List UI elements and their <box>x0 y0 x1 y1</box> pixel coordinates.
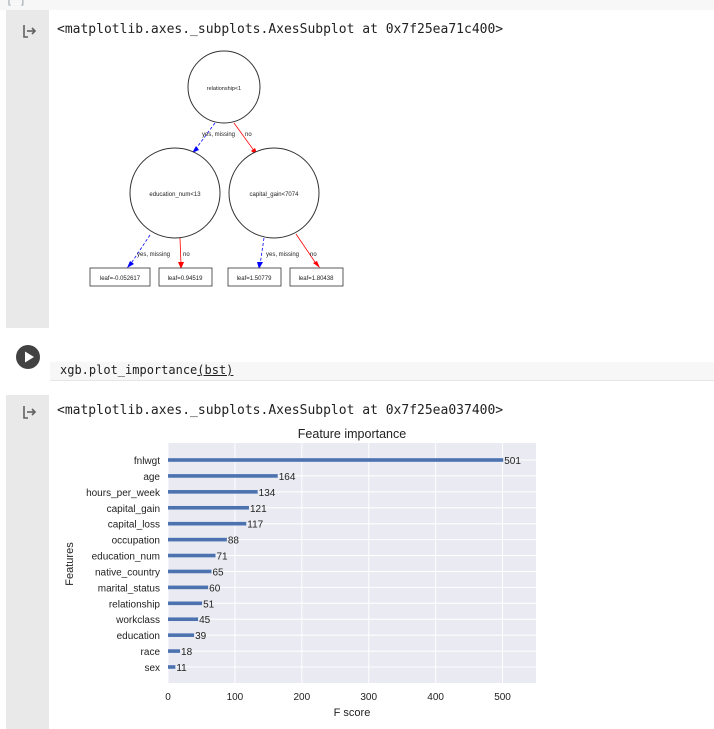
bar <box>168 537 227 542</box>
right-edge-no-label: no <box>310 252 317 258</box>
x-axis-label: F score <box>334 707 371 719</box>
output-arrow-icon[interactable] <box>22 23 38 39</box>
output-repr-2: <matplotlib.axes._subplots.AxesSubplot a… <box>57 403 504 418</box>
left-edge-no-label: no <box>183 252 190 258</box>
execution-count: [ ] <box>6 0 26 7</box>
output-arrow-icon[interactable] <box>22 404 38 420</box>
right-edges: yes, missing no <box>257 233 320 269</box>
bar-value-label: 501 <box>504 456 521 467</box>
left-node: education_num<13 <box>129 147 221 239</box>
leaf-label: leaf=-0.052617 <box>100 276 141 282</box>
previous-cell-strip: [ ] <box>0 0 714 10</box>
x-tick-label: 400 <box>427 692 444 703</box>
right-edge-yes-label: yes, missing <box>266 252 299 258</box>
bar-value-label: 164 <box>279 472 296 483</box>
leaf-node: leaf=-0.052617 <box>89 267 151 287</box>
y-tick-label: race <box>141 647 161 658</box>
bar <box>168 553 216 558</box>
x-tick-label: 100 <box>227 692 244 703</box>
bar-value-label: 60 <box>209 583 221 594</box>
code-function: xgb.plot_importance <box>60 363 198 377</box>
y-tick-label: workclass <box>115 615 160 626</box>
bar-value-label: 39 <box>195 631 207 642</box>
play-icon <box>25 351 34 363</box>
leaf-node: leaf=1.50779 <box>227 267 282 287</box>
run-cell-button[interactable] <box>16 345 40 369</box>
bar <box>168 633 195 637</box>
tree-diagram: relationship<1 yes, missing no education… <box>89 50 344 287</box>
bar <box>168 458 504 462</box>
root-node: relationship<1 <box>187 50 261 124</box>
y-tick-label: relationship <box>109 599 161 610</box>
x-tick-label: 500 <box>494 692 511 703</box>
leaf-node: leaf=0.94519 <box>158 267 213 287</box>
output-gutter-1 <box>6 10 49 328</box>
bar-value-label: 65 <box>212 567 224 578</box>
y-tick-label: education_num <box>92 552 160 563</box>
y-tick-label: native_country <box>95 567 160 578</box>
y-tick-label: capital_gain <box>107 504 160 515</box>
bar <box>168 665 176 669</box>
bar-value-label: 134 <box>259 488 276 499</box>
left-node-label: education_num<13 <box>149 192 201 198</box>
left-edges: yes, missing no <box>127 234 190 269</box>
bar <box>168 649 181 653</box>
leaf-label: leaf=0.94519 <box>168 276 204 282</box>
root-node-label: relationship<1 <box>207 86 241 92</box>
code-cell[interactable]: xgb.plot_importance(bst) <box>0 332 714 390</box>
y-axis-label: Features <box>64 542 76 586</box>
left-edge-yes-label: yes, missing <box>137 252 170 258</box>
right-node: capital_gain<7074 <box>228 147 320 239</box>
bar <box>168 505 249 510</box>
code-editor[interactable] <box>50 362 714 381</box>
code-line[interactable]: xgb.plot_importance(bst) <box>60 363 233 377</box>
bar <box>168 521 247 526</box>
bar <box>168 474 278 478</box>
bar-value-label: 11 <box>176 663 187 674</box>
bar-value-label: 121 <box>250 504 267 515</box>
y-tick-label: education <box>117 631 160 642</box>
root-edges: yes, missing no <box>192 122 258 156</box>
bar-value-label: 117 <box>247 520 263 531</box>
y-tick-label: hours_per_week <box>86 488 161 499</box>
bar-value-label: 18 <box>181 647 193 658</box>
y-tick-label: fnlwgt <box>134 456 160 467</box>
x-tick-label: 300 <box>360 692 377 703</box>
bar <box>168 585 209 590</box>
y-tick-label: occupation <box>112 536 160 547</box>
output-gutter-2 <box>6 395 49 729</box>
y-tick-label: marital_status <box>98 583 160 594</box>
y-tick-label: age <box>143 472 160 483</box>
leaf-label: leaf=1.80438 <box>299 276 335 282</box>
bar <box>168 490 258 494</box>
bar-value-label: 71 <box>217 552 229 563</box>
bar-value-label: 45 <box>199 615 211 626</box>
y-tick-label: sex <box>144 663 160 674</box>
bar-value-label: 88 <box>228 536 240 547</box>
output-repr-1: <matplotlib.axes._subplots.AxesSubplot a… <box>57 22 504 37</box>
code-argument: (bst) <box>197 363 234 377</box>
bar <box>168 569 212 574</box>
root-edge-no-label: no <box>245 132 252 138</box>
leaf-node: leaf=1.80438 <box>289 267 344 287</box>
plot-area <box>168 443 536 683</box>
bar-value-label: 51 <box>203 599 215 610</box>
right-node-label: capital_gain<7074 <box>250 192 300 198</box>
x-tick-label: 200 <box>293 692 310 703</box>
bar <box>168 617 199 622</box>
bar <box>168 601 203 606</box>
leaf-label: leaf=1.50779 <box>237 276 273 282</box>
chart-title: Feature importance <box>298 427 406 441</box>
y-tick-label: capital_loss <box>108 520 160 531</box>
root-edge-yes-label: yes, missing <box>202 132 235 138</box>
x-tick-label: 0 <box>165 692 171 703</box>
